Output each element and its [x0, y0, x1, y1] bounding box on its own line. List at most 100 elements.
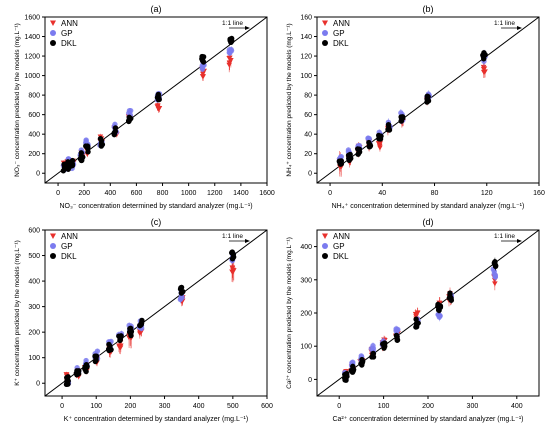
panel-b-y-tick-label: 20: [304, 151, 312, 158]
panel-d-legend-gp-marker: [322, 243, 328, 249]
panel-a-y-tick-label: 1600: [24, 15, 40, 22]
panel-a-y-tick-label: 400: [28, 132, 40, 139]
panel-c-dkl-point: [137, 322, 143, 329]
panel-d-y-tick-label: 300: [300, 277, 312, 284]
panel-a-legend-gp-label: GP: [61, 29, 73, 38]
panel-b-y-tick-label: 60: [304, 112, 312, 119]
panel-d-ref-arrow-head: [517, 239, 522, 243]
panel-c-dkl-point: [117, 337, 123, 344]
panel-c-x-tick-label: 0: [60, 403, 64, 410]
panel-d-y-axis-label: Ca²⁺ concentration predicted by the mode…: [286, 237, 293, 389]
panel-a-legend-ann-marker: [50, 20, 56, 26]
panel-b-plot-frame: [316, 16, 540, 184]
panel-c-legend-dkl-label: DKL: [61, 252, 77, 261]
panel-b-y-tick-label: 160: [300, 15, 312, 22]
panel-d-x-tick-label: 0: [337, 403, 341, 410]
panel-c-dkl-point: [82, 367, 89, 373]
panel-b-y-tick-label: 140: [300, 34, 312, 41]
panel-b-dkl-point: [481, 50, 487, 56]
panel-c-x-tick-label: 200: [125, 403, 137, 410]
panel-c-legend-gp-marker: [50, 243, 56, 249]
panel-b-dkl-point: [367, 143, 373, 150]
panel-b-ann-point: [482, 69, 488, 75]
panel-d-y-tick-label: 100: [300, 344, 312, 351]
panel-b-legend-gp-marker: [322, 30, 328, 36]
panel-b-x-tick-label: 0: [328, 190, 332, 197]
panel-c-dkl-point: [65, 381, 71, 387]
chart-panel-a: (a) NO₃⁻ concentration determined by sta…: [14, 4, 275, 210]
panel-c-title: (c): [151, 217, 162, 227]
panel-a-y-tick-label: 1400: [24, 34, 40, 41]
panel-b-x-tick-label: 120: [481, 190, 493, 197]
panel-d-dkl-point: [394, 337, 400, 343]
panel-b-dkl-point: [386, 126, 392, 133]
panel-b-legend-gp-label: GP: [333, 29, 345, 38]
panel-d-ref-line-label: 1:1 line: [494, 233, 515, 240]
panel-d-legend-dkl-marker: [322, 253, 328, 259]
panel-a-x-tick-label: 800: [157, 190, 169, 197]
panel-c-x-tick-label: 300: [159, 403, 171, 410]
panel-c-dkl-point: [93, 357, 99, 363]
panel-b-ref-line-label: 1:1 line: [494, 20, 515, 27]
panel-b-y-tick-label: 120: [300, 54, 312, 61]
panel-a-dkl-point: [60, 168, 67, 174]
panel-a-gp-point: [228, 46, 234, 53]
panel-c-legend-ann-marker: [50, 233, 56, 239]
panel-c-dkl-point: [116, 333, 122, 339]
panel-d-dkl-point: [382, 343, 388, 349]
panel-a-gp-point: [83, 138, 89, 144]
panel-a-dkl-point: [154, 94, 161, 101]
panel-c-dkl-point: [178, 290, 185, 296]
panel-d-dkl-point: [349, 368, 356, 375]
panel-d-x-tick-label: 100: [378, 403, 390, 410]
panel-b-ann-point: [377, 141, 383, 146]
panel-d-gp-point: [394, 327, 401, 333]
panel-c-y-tick-label: 400: [28, 279, 40, 286]
panel-c-y-tick-label: 600: [28, 228, 40, 235]
panel-a-y-tick-label: 800: [28, 93, 40, 100]
panel-b-ann-point: [376, 143, 383, 149]
panel-c-plot-frame: [44, 229, 268, 397]
panel-a-x-axis-label: NO₃⁻ concentration determined by standar…: [59, 203, 252, 210]
panel-a-y-tick-label: 600: [28, 112, 40, 119]
panel-b-dkl-point: [481, 56, 487, 62]
panel-b-x-tick-label: 160: [533, 190, 545, 197]
panel-a-title: (a): [151, 4, 162, 14]
chart-panel-c: (c) K⁺ concentration determined by stand…: [14, 217, 273, 423]
panel-b-dkl-point: [356, 150, 362, 156]
panel-d-x-tick-label: 200: [422, 403, 434, 410]
panel-a-dkl-point: [69, 157, 76, 164]
panel-c-x-tick-label: 500: [227, 403, 239, 410]
panel-a-y-axis-label: NO₃⁻ concentration predicted by the mode…: [14, 23, 21, 177]
panel-c-y-tick-label: 500: [28, 253, 40, 260]
panel-a-dkl-point: [111, 131, 117, 138]
chart-panel-d: (d) Ca²⁺ concentration determined by sta…: [286, 217, 540, 423]
panel-b-ref-arrow-head: [517, 26, 522, 30]
panel-a-ref-arrow-head: [245, 26, 250, 30]
panel-b-x-tick-label: 80: [431, 190, 439, 197]
panel-c-y-tick-label: 0: [36, 381, 40, 388]
panel-c-y-axis-label: K⁺ concentration predicted by the models…: [14, 240, 21, 386]
panel-c-dkl-point: [75, 371, 82, 377]
panel-c-dkl-point: [92, 353, 99, 359]
panel-c-x-tick-label: 400: [193, 403, 205, 410]
panel-a-ann-point: [156, 106, 163, 111]
panel-d-gp-point: [436, 314, 443, 320]
panel-a-y-tick-label: 200: [28, 151, 40, 158]
panel-b-y-tick-label: 100: [300, 73, 312, 80]
panel-b-legend-ann-label: ANN: [333, 19, 350, 28]
panel-d-ann-point: [414, 310, 421, 316]
panel-d-dkl-point: [413, 316, 419, 322]
panel-b-dkl-point: [377, 136, 384, 142]
chart-panel-b: (b) NH₄⁺ concentration determined by sta…: [286, 4, 545, 210]
panel-d-dkl-point: [369, 354, 375, 360]
panel-b-title: (b): [423, 4, 434, 14]
panel-b-dkl-point: [398, 118, 405, 124]
panel-b-y-axis-label: NH₄⁺ concentration predicted by the mode…: [286, 23, 293, 176]
panel-d-title: (d): [423, 217, 434, 227]
panel-b-y-tick-label: 0: [308, 171, 312, 178]
panel-c-y-tick-label: 200: [28, 330, 40, 337]
panel-a-x-tick-label: 1000: [181, 190, 197, 197]
panel-d-dkl-point: [492, 259, 498, 265]
